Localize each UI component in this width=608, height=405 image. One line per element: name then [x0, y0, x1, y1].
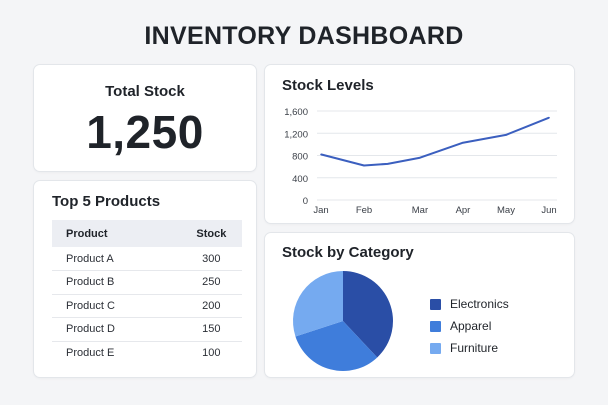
x-tick-label: Mar: [412, 205, 428, 216]
table-row[interactable]: Product A 300: [52, 247, 242, 271]
product-name-cell: Product D: [52, 317, 181, 342]
stock-levels-chart: 0 400 800 1,200 1,600 Jan Feb Mar Apr May Jun: [284, 107, 557, 216]
product-name-cell: Product A: [52, 247, 181, 271]
table-row[interactable]: Product D 150: [52, 317, 242, 342]
y-tick-label: 400: [292, 174, 308, 185]
category-pie-chart: [293, 271, 393, 371]
data-point: [386, 163, 389, 165]
legend-item-electronics: Electronics: [430, 293, 509, 315]
data-point: [462, 141, 464, 144]
series-line: [320, 116, 550, 167]
total-stock-label: Total Stock: [105, 83, 185, 100]
x-tick-label: Jan: [313, 205, 328, 216]
top-products-card: Top 5 Products Product Stock Product A 30…: [33, 180, 257, 378]
stock-by-category-title: Stock by Category: [282, 244, 414, 261]
top-products-table: Product Stock Product A 300 Product B 250 …: [52, 220, 242, 365]
legend-swatch: [430, 342, 441, 354]
legend-label: Furniture: [450, 341, 499, 355]
product-stock-cell: 300: [180, 247, 242, 271]
y-tick-label: 1,200: [284, 129, 308, 140]
category-legend: Electronics Apparel Furniture: [430, 293, 509, 359]
x-tick-label: May: [497, 205, 515, 216]
data-point: [419, 156, 421, 159]
y-tick-label: 1,600: [284, 107, 308, 118]
top-products-title: Top 5 Products: [52, 193, 161, 210]
product-stock-cell: 100: [202, 347, 221, 359]
y-tick-label: 0: [303, 196, 308, 207]
x-tick-label: Jun: [541, 205, 556, 216]
product-name-cell: Product C: [52, 294, 181, 318]
legend-item-furniture: Furniture: [430, 337, 509, 359]
pie-slice-apparel: [295, 321, 378, 371]
table-row[interactable]: Product E 100: [52, 341, 242, 365]
product-stock-cell: 200: [180, 294, 242, 318]
legend-swatch: [430, 320, 441, 332]
column-header-product[interactable]: Product: [52, 220, 181, 247]
table-header-row: Product Stock: [52, 220, 242, 247]
stock-levels-title: Stock Levels: [282, 77, 374, 94]
stock-by-category-card: Stock by Category Electronics Apparel Furn…: [264, 232, 575, 378]
legend-item-apparel: Apparel: [430, 315, 509, 337]
x-tick-label: Apr: [456, 205, 471, 216]
data-point: [548, 116, 550, 119]
total-stock-card: Total Stock 1,250: [33, 64, 257, 172]
page-title: INVENTORY DASHBOARD: [144, 22, 464, 50]
column-header-stock[interactable]: Stock: [180, 220, 242, 247]
x-tick-label: Feb: [356, 205, 372, 216]
legend-swatch: [430, 298, 441, 310]
data-point: [505, 134, 507, 136]
data-point: [320, 153, 322, 156]
pie-slice-furniture: [293, 271, 343, 337]
legend-label: Apparel: [450, 319, 492, 333]
product-name-cell: Product E: [66, 347, 115, 359]
table-row[interactable]: Product B 250: [52, 270, 242, 295]
product-stock-cell: 250: [180, 270, 242, 295]
product-stock-cell: 150: [180, 317, 242, 342]
stock-levels-card: Stock Levels 0 400 800 1,200 1,600 Jan Feb Mar A…: [264, 64, 575, 224]
data-point: [363, 164, 365, 167]
table-row[interactable]: Product C 200: [52, 294, 242, 318]
y-tick-label: 800: [292, 152, 308, 163]
legend-label: Electronics: [450, 297, 509, 311]
total-stock-value: 1,250: [86, 106, 204, 158]
pie-slice-electronics: [343, 271, 393, 358]
product-name-cell: Product B: [52, 270, 181, 295]
